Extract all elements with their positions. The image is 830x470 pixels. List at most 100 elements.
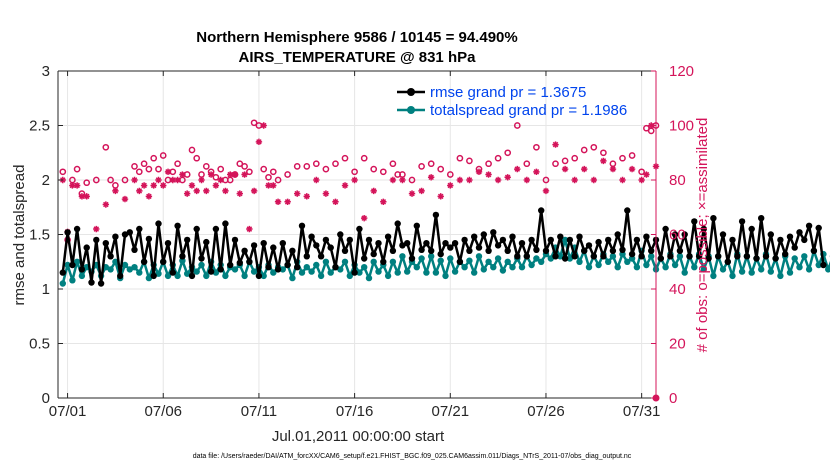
rmse-point: [408, 255, 416, 262]
rmse-point: [456, 258, 464, 265]
spread-point: [413, 264, 420, 271]
obs-assimilated-point: [73, 182, 81, 189]
x-tick-label: 07/11: [241, 403, 277, 420]
obs-possible-point: [121, 176, 129, 184]
obs-assimilated-point: [294, 190, 301, 197]
y-tick-label: 1: [42, 281, 50, 298]
rmse-point: [428, 247, 435, 254]
rmse-point: [547, 236, 554, 244]
rmse-point: [413, 222, 420, 229]
obs-possible-point: [92, 176, 100, 184]
obs-assimilated-point: [222, 187, 229, 195]
rmse-point: [777, 236, 784, 244]
rmse-point: [566, 236, 574, 244]
obs-assimilated-point: [389, 176, 397, 184]
rmse-point: [294, 264, 301, 271]
obs-assimilated-point: [628, 165, 636, 173]
spread-point: [289, 274, 296, 282]
rmse-point: [782, 250, 789, 258]
spread-point: [303, 264, 310, 271]
legend-marker-totalspread: [407, 106, 415, 114]
obs-assimilated-point: [600, 157, 607, 165]
spread-point: [466, 257, 473, 264]
obs-assimilated-point: [270, 182, 277, 189]
obs-assimilated-point: [203, 187, 210, 195]
obs-possible-point: [140, 160, 148, 168]
spread-point: [112, 258, 119, 265]
rmse-point: [246, 258, 253, 265]
rmse-point: [581, 247, 588, 254]
rmse-point: [504, 247, 511, 254]
obs-assimilated-point: [260, 122, 267, 129]
obs-possible-point: [456, 154, 464, 162]
rmse-point: [88, 279, 95, 286]
rmse-point: [590, 253, 597, 260]
rmse-point: [327, 244, 334, 251]
y-tick-label: 1.5: [29, 227, 50, 244]
obs-possible-point: [135, 168, 143, 176]
rmse-point: [179, 253, 186, 260]
rmse-point: [69, 261, 76, 269]
obs-assimilated-point: [169, 176, 177, 184]
obs-possible-point: [619, 154, 626, 162]
rmse-point: [198, 255, 205, 262]
obs-assimilated-point: [418, 187, 425, 195]
spread-point: [341, 258, 349, 265]
rmse-point: [729, 236, 736, 244]
rmse-point: [227, 261, 234, 269]
obs-possible-point: [155, 165, 162, 173]
rmse-point: [423, 240, 430, 247]
obs-possible-point: [145, 165, 153, 173]
rmse-point: [78, 266, 86, 273]
rmse-point: [365, 236, 373, 244]
spread-point: [384, 272, 392, 280]
rmse-point: [117, 272, 124, 280]
obs-possible-point: [600, 149, 607, 157]
obs-possible-point: [504, 149, 512, 157]
obs-possible-point: [590, 143, 598, 151]
spread-point: [73, 258, 81, 265]
y-right-tick-label: 40: [669, 281, 686, 298]
obs-assimilated-point: [313, 176, 320, 184]
spread-point: [485, 258, 492, 265]
rmse-point: [772, 255, 779, 262]
y-right-tick-label: 120: [669, 63, 694, 80]
spread-point: [729, 272, 736, 280]
obs-assimilated-point: [150, 182, 157, 189]
obs-possible-point: [131, 163, 138, 170]
rmse-point: [681, 231, 688, 238]
spread-point: [298, 269, 306, 276]
rmse-point: [657, 255, 664, 262]
spread-point: [222, 272, 229, 280]
spread-point: [442, 272, 449, 280]
rmse-point: [274, 266, 282, 273]
rmse-point: [265, 264, 272, 271]
y-tick-label: 0: [42, 390, 50, 407]
spread-point: [614, 264, 621, 271]
obs-assimilated-point: [217, 176, 224, 184]
rmse-point: [231, 236, 239, 244]
data-file-footer: data file: /Users/raeder/DAI/ATM_forcXX/…: [193, 453, 632, 460]
obs-possible-point: [513, 122, 521, 129]
obs-possible-point: [284, 171, 291, 178]
obs-assimilated-point: [250, 187, 258, 195]
spread-point: [494, 255, 502, 262]
rmse-point: [418, 246, 425, 253]
rmse-point: [384, 233, 392, 240]
rmse-point: [140, 258, 148, 265]
rmse-point: [97, 280, 105, 287]
spread-point: [231, 266, 239, 273]
rmse-point: [738, 218, 746, 225]
spread-point: [203, 272, 210, 280]
obs-assimilated-point: [131, 176, 138, 184]
spread-point: [432, 269, 440, 276]
spread-point: [451, 268, 459, 275]
spread-point: [308, 268, 315, 275]
rmse-point: [150, 272, 157, 280]
spread-point: [346, 272, 353, 280]
spread-point: [279, 266, 286, 273]
obs-assimilated-point: [571, 176, 578, 184]
rmse-point: [121, 231, 129, 238]
spread-point: [801, 253, 808, 260]
